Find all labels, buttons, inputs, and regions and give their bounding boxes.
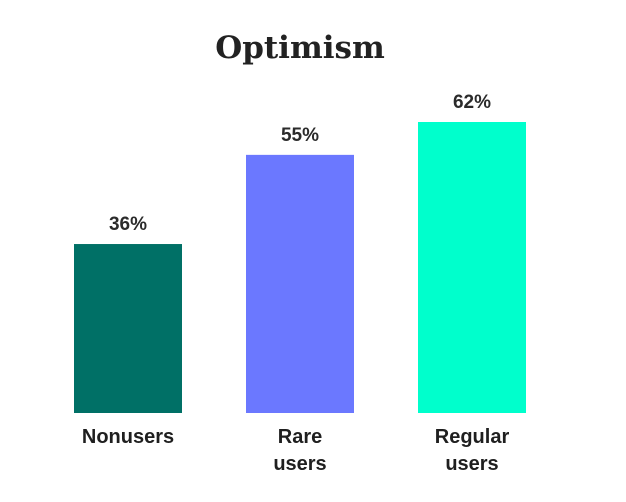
category-label-1-line-0: Rare (278, 426, 322, 448)
value-label-2: 62% (453, 92, 491, 113)
bar-0 (74, 244, 182, 413)
category-label-2-line-1: users (445, 453, 498, 475)
chart-title: Optimism (215, 30, 385, 66)
bar-1 (246, 154, 354, 413)
value-labels-layer: 36% 55% 62% (109, 92, 491, 235)
category-label-2-line-0: Regular (435, 426, 510, 448)
category-label-1-line-1: users (273, 453, 326, 475)
value-label-0: 36% (109, 214, 147, 235)
value-label-1: 55% (281, 125, 319, 146)
category-labels-layer: Nonusers Rare users Regular users (82, 426, 510, 475)
category-label-0-line-0: Nonusers (82, 426, 174, 448)
bars-layer (74, 122, 526, 413)
bar-2 (418, 122, 526, 413)
